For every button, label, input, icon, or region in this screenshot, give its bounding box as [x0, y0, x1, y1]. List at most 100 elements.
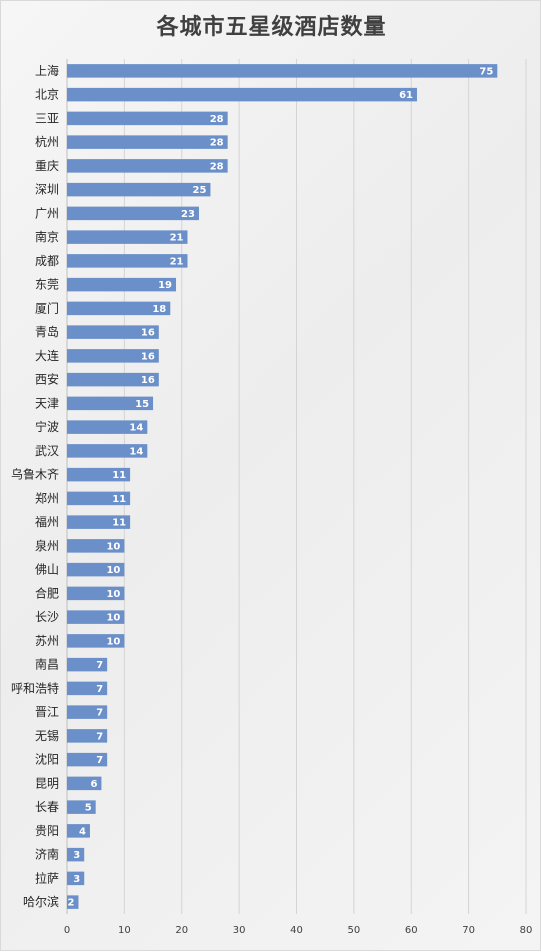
category-label: 成都	[35, 254, 59, 268]
category-label: 苏州	[35, 634, 59, 648]
category-label: 宁波	[35, 419, 59, 434]
bar	[67, 111, 228, 126]
bar	[67, 87, 417, 102]
data-label: 5	[85, 803, 92, 814]
data-label: 10	[106, 636, 120, 647]
data-label: 2	[68, 898, 75, 909]
data-label: 21	[170, 256, 184, 267]
bar	[67, 277, 177, 292]
bar	[67, 396, 154, 411]
bar	[67, 349, 159, 363]
category-label: 长沙	[35, 610, 59, 624]
data-label: 7	[96, 660, 103, 671]
category-label: 无锡	[35, 728, 59, 743]
data-label: 7	[96, 708, 103, 719]
data-label: 10	[106, 613, 120, 624]
bar	[67, 206, 199, 221]
bar	[67, 847, 85, 862]
category-label: 广州	[35, 206, 59, 220]
data-label: 16	[141, 328, 155, 339]
category-label: 武汉	[35, 444, 59, 458]
bar	[67, 254, 188, 268]
bar	[67, 705, 108, 719]
category-label: 长春	[35, 800, 59, 814]
bar	[67, 752, 108, 767]
bar	[67, 301, 171, 316]
bar	[67, 610, 125, 624]
data-label: 23	[181, 209, 195, 220]
bar	[67, 515, 131, 529]
data-label: 3	[73, 874, 80, 885]
category-label: 沈阳	[35, 752, 59, 767]
category-label: 天津	[35, 396, 59, 410]
category-label: 厦门	[35, 300, 59, 315]
chart-title: 各城市五星级酒店数量	[156, 15, 387, 40]
data-label: 10	[106, 589, 120, 600]
category-label: 泉州	[35, 539, 59, 553]
data-label: 28	[210, 161, 224, 172]
data-label: 4	[79, 826, 86, 837]
bar	[67, 634, 125, 648]
x-tick-label: 0	[64, 925, 70, 936]
data-label: 14	[129, 423, 143, 434]
data-label: 7	[96, 755, 103, 766]
category-label: 青岛	[35, 324, 59, 339]
data-label: 28	[210, 114, 224, 125]
category-label: 拉萨	[35, 870, 59, 885]
bar	[67, 325, 159, 339]
data-label: 7	[96, 731, 103, 742]
category-label: 晋江	[35, 705, 59, 719]
bar	[67, 586, 125, 601]
category-label: 大连	[35, 348, 59, 363]
category-label: 昆明	[35, 776, 59, 790]
category-label: 郑州	[35, 490, 59, 505]
bar	[67, 159, 228, 173]
data-label: 7	[96, 684, 103, 695]
data-label: 10	[106, 541, 120, 552]
x-tick-label: 60	[405, 925, 418, 936]
bar	[67, 444, 148, 458]
data-label: 10	[106, 565, 120, 576]
bar	[67, 539, 125, 553]
bar	[67, 420, 148, 434]
bar	[67, 372, 159, 387]
bar	[67, 657, 108, 672]
category-label: 北京	[35, 88, 59, 102]
data-label: 14	[129, 446, 143, 457]
category-label: 三亚	[35, 111, 59, 125]
data-label: 28	[210, 138, 224, 149]
bar	[67, 467, 131, 482]
category-label: 上海	[35, 63, 59, 78]
bar	[67, 64, 498, 78]
bar	[67, 871, 85, 886]
bar	[67, 729, 108, 743]
x-tick-label: 40	[290, 925, 303, 936]
category-label: 福州	[35, 514, 59, 529]
category-label: 济南	[35, 847, 59, 862]
bar	[67, 895, 79, 909]
data-label: 18	[152, 304, 166, 315]
data-label: 11	[112, 470, 126, 481]
bar	[67, 800, 96, 814]
data-label: 25	[193, 185, 207, 196]
x-tick-label: 50	[348, 925, 361, 936]
data-label: 19	[158, 280, 172, 291]
data-label: 16	[141, 351, 155, 362]
category-label: 乌鲁木齐	[11, 467, 59, 482]
x-tick-label: 10	[118, 925, 131, 936]
x-tick-label: 70	[462, 925, 475, 936]
data-label: 61	[399, 90, 413, 101]
category-label: 南昌	[35, 657, 59, 672]
category-label: 重庆	[35, 159, 59, 173]
category-label: 西安	[35, 372, 59, 387]
data-label: 21	[170, 233, 184, 244]
data-label: 15	[135, 399, 149, 410]
category-label: 呼和浩特	[11, 680, 59, 695]
data-label: 11	[112, 494, 126, 505]
data-label: 16	[141, 375, 155, 386]
category-label: 哈尔滨	[23, 894, 59, 909]
x-tick-label: 20	[175, 925, 188, 936]
category-label: 佛山	[35, 563, 59, 577]
